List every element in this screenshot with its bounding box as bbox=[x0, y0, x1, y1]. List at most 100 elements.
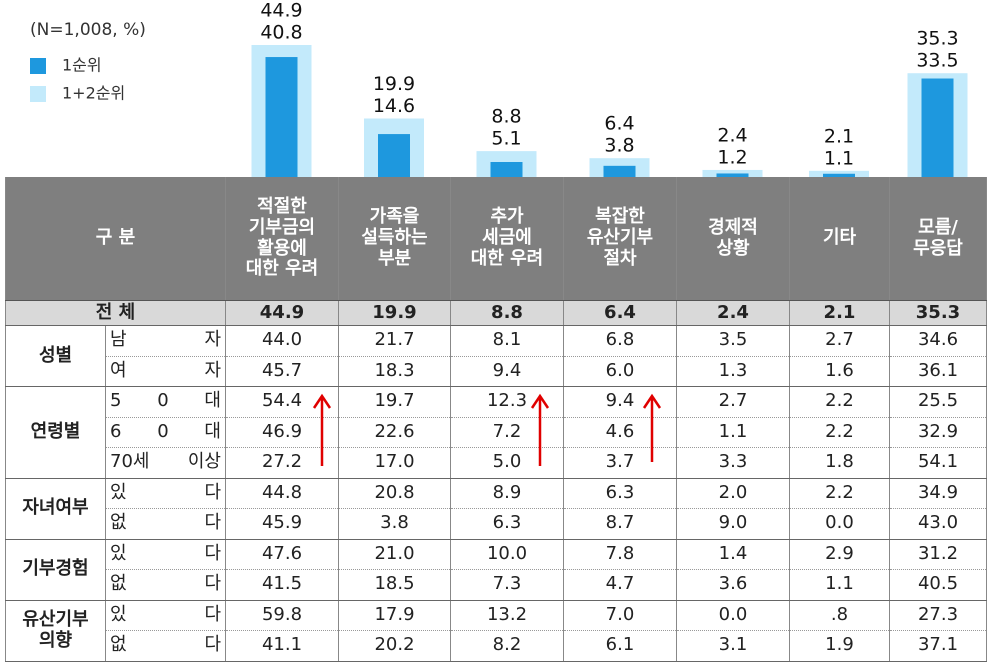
table-row: 70세 이상 27.2 17.0 5.0 3.7 3.3 1.8 54.1 bbox=[6, 447, 987, 479]
legend-label: 1+2순위 bbox=[62, 84, 125, 103]
cell: 6.1 bbox=[563, 630, 677, 662]
cell: 34.9 bbox=[889, 478, 987, 509]
cell: 4.6 bbox=[563, 417, 677, 448]
cell: 45.9 bbox=[225, 508, 339, 540]
cell: 8.1 bbox=[450, 325, 564, 357]
value-label: 2.4 bbox=[717, 124, 747, 146]
total-cell: 19.9 bbox=[338, 300, 451, 326]
cell: 6.3 bbox=[450, 508, 564, 540]
cell: 10.0 bbox=[450, 539, 564, 570]
header-cell: 복잡한 유산기부 절차 bbox=[563, 177, 677, 301]
header-cell: 경제적 상황 bbox=[676, 177, 790, 301]
cell: 7.8 bbox=[563, 539, 677, 570]
cell: 17.0 bbox=[338, 447, 451, 479]
cell: 8.9 bbox=[450, 478, 564, 509]
table: 구 분 적절한 기부금의 활용에 대한 우려 가족을 설득하는 부분 추가 세금에 대… bbox=[5, 177, 987, 662]
cell: 7.3 bbox=[450, 569, 564, 601]
cell: 20.2 bbox=[338, 630, 451, 662]
cell: 21.0 bbox=[338, 539, 451, 570]
cell: 6.3 bbox=[563, 478, 677, 509]
cell: 21.7 bbox=[338, 325, 451, 357]
table-row: 자녀여부 있 다 44.8 20.8 8.9 6.3 2.0 2.2 34.9 bbox=[5, 478, 987, 540]
value-label: 44.9 bbox=[260, 0, 302, 21]
row-label: 있 다 bbox=[105, 478, 226, 509]
cell: 3.6 bbox=[676, 569, 790, 601]
table-row: 구 분 적절한 기부금의 활용에 대한 우려 가족을 설득하는 부분 추가 세금에 대… bbox=[5, 177, 987, 301]
cell: 2.0 bbox=[676, 478, 790, 509]
row-label: 5 0 대 bbox=[105, 386, 226, 418]
legend-swatch bbox=[30, 58, 46, 74]
group-label: 유산기부 의향 bbox=[5, 600, 106, 662]
row-label: 남 자 bbox=[105, 325, 226, 357]
row-label: 없 다 bbox=[105, 508, 226, 540]
cell: 32.9 bbox=[889, 417, 987, 448]
cell: 1.9 bbox=[789, 630, 890, 662]
cell: 2.7 bbox=[789, 325, 890, 357]
cell: 27.2 bbox=[225, 447, 339, 479]
header-cell: 가족을 설득하는 부분 bbox=[338, 177, 451, 301]
cell: 3.3 bbox=[676, 447, 790, 479]
cell: .8 bbox=[789, 600, 890, 631]
total-cell: 2.1 bbox=[789, 300, 890, 326]
cell: 5.0 bbox=[450, 447, 564, 479]
cell: 41.1 bbox=[225, 630, 339, 662]
value-label: 35.3 bbox=[916, 28, 958, 50]
total-cell: 6.4 bbox=[563, 300, 677, 326]
cell: 44.0 bbox=[225, 325, 339, 357]
row-label: 6 0 대 bbox=[105, 417, 226, 448]
cell: 9.4 bbox=[563, 386, 677, 418]
legend-label: 1순위 bbox=[62, 56, 102, 75]
cell: 6.8 bbox=[563, 325, 677, 357]
cell: 1.6 bbox=[789, 356, 890, 387]
total-label: 전 체 bbox=[5, 300, 226, 326]
header-cell: 추가 세금에 대한 우려 bbox=[450, 177, 564, 301]
cell: 3.1 bbox=[676, 630, 790, 662]
cell: 13.2 bbox=[450, 600, 564, 631]
total-cell: 2.4 bbox=[676, 300, 790, 326]
table-row: 없 다 45.9 3.8 6.3 8.7 9.0 0.0 43.0 bbox=[6, 508, 987, 540]
cell: 54.1 bbox=[889, 447, 987, 479]
cell: 2.2 bbox=[789, 478, 890, 509]
legend-swatch bbox=[30, 86, 46, 102]
cell: 1.3 bbox=[676, 356, 790, 387]
note: (N=1,008, %) bbox=[30, 20, 146, 40]
cell: 3.8 bbox=[338, 508, 451, 540]
cell: 2.7 bbox=[676, 386, 790, 418]
table-row: 없 다 41.1 20.2 8.2 6.1 3.1 1.9 37.1 bbox=[6, 630, 987, 662]
cell: 1.8 bbox=[789, 447, 890, 479]
cell: 20.8 bbox=[338, 478, 451, 509]
total-cell: 8.8 bbox=[450, 300, 564, 326]
cell: 7.0 bbox=[563, 600, 677, 631]
cell: 8.7 bbox=[563, 508, 677, 540]
value-label: 1.2 bbox=[717, 146, 747, 168]
row-label: 없 다 bbox=[105, 569, 226, 601]
cell: 25.5 bbox=[889, 386, 987, 418]
cell: 45.7 bbox=[225, 356, 339, 387]
cell: 2.2 bbox=[789, 417, 890, 448]
bar-dark bbox=[921, 78, 954, 177]
bar-dark bbox=[823, 173, 855, 177]
cell: 19.7 bbox=[338, 386, 451, 418]
total-cell: 35.3 bbox=[889, 300, 987, 326]
bar-dark bbox=[378, 134, 410, 177]
group-label: 연령별 bbox=[5, 386, 106, 479]
value-label: 40.8 bbox=[260, 21, 302, 43]
table-row: 없 다 41.5 18.5 7.3 4.7 3.6 1.1 40.5 bbox=[6, 569, 987, 601]
cell: 37.1 bbox=[889, 630, 987, 662]
table-row: 연령별 5 0 대 54.4 19.7 12.3 9.4 2.7 2.2 25.5 bbox=[5, 386, 987, 479]
bar-dark bbox=[603, 165, 636, 177]
cell: 12.3 bbox=[450, 386, 564, 418]
row-label: 여 자 bbox=[105, 356, 226, 387]
cell: 44.8 bbox=[225, 478, 339, 509]
cell: 31.2 bbox=[889, 539, 987, 570]
cell: 18.5 bbox=[338, 569, 451, 601]
cell: 7.2 bbox=[450, 417, 564, 448]
group-label: 성별 bbox=[5, 325, 106, 387]
table-row: 유산기부 의향 있 다 59.8 17.9 13.2 7.0 0.0.8 27.3 bbox=[5, 600, 987, 662]
cell: 34.6 bbox=[889, 325, 987, 357]
row-label: 70세 이상 bbox=[105, 447, 226, 479]
cell: 0.0 bbox=[676, 600, 790, 631]
cell: 9.4 bbox=[450, 356, 564, 387]
bar-dark bbox=[490, 162, 523, 177]
value-label: 6.4 bbox=[604, 113, 634, 135]
